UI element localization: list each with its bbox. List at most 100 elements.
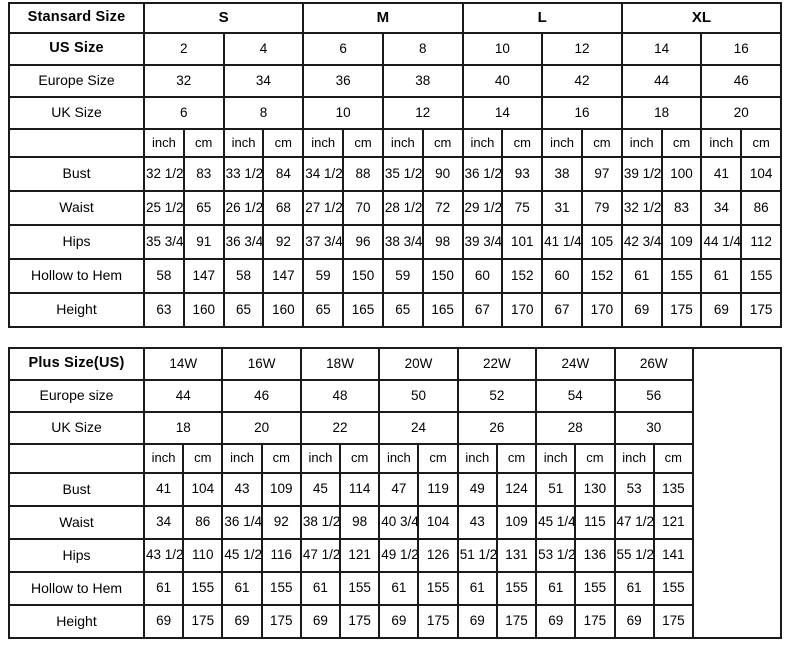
unit-header-cm: cm	[339, 443, 381, 474]
measure-value: 86	[182, 505, 224, 540]
plus-header-row: Plus Size(US) 14W 16W 18W 20W 22W 24W 26W	[8, 347, 782, 639]
unit-header-inch: inch	[142, 443, 185, 474]
table-row: Waist 34 86 36 1/4 92 38 1/2 98 40 3/4 104 43 109 4…	[8, 505, 781, 540]
measure-value: 126	[417, 538, 459, 573]
measure-value: 28 1/2	[381, 190, 424, 226]
size-value: 16	[541, 96, 623, 130]
measure-value: 45 1/2	[221, 538, 263, 573]
size-value: 10	[302, 96, 384, 130]
measure-value: 83	[660, 190, 703, 226]
size-value: 18	[142, 411, 224, 445]
measure-value: 175	[260, 604, 302, 639]
measure-value: 155	[417, 571, 459, 606]
measure-value: 65	[302, 292, 345, 328]
size-group-header-m: M	[302, 2, 464, 34]
measure-value: 40 3/4	[378, 505, 420, 540]
measure-value: 70	[342, 190, 384, 226]
unit-header-inch: inch	[541, 128, 583, 158]
size-group-header-xl: XL	[620, 2, 783, 34]
unit-header-inch: inch	[222, 128, 265, 158]
table-row: Bust 32 1/2 83 33 1/2 84 34 1/2 88 35 1/2 90 36 1…	[8, 156, 783, 192]
row-label-uk-size: UK Size	[8, 411, 145, 445]
measure-value: 90	[421, 156, 464, 192]
size-value: 12	[541, 32, 623, 66]
measure-value: 69	[221, 604, 263, 639]
unit-header-inch: inch	[461, 128, 504, 158]
measure-value: 155	[182, 571, 224, 606]
row-label-hollow-to-hem: Hollow to Hem	[8, 258, 145, 294]
measure-value: 175	[740, 292, 783, 328]
measure-value: 34 1/2	[302, 156, 345, 192]
unit-header-inch: inch	[299, 443, 342, 474]
size-value: 42	[541, 64, 623, 98]
table-row: Europe size 44 46 48 50 52 54 56	[8, 379, 781, 413]
size-value: 38	[381, 64, 464, 98]
measure-value: 155	[574, 571, 616, 606]
measure-value: 61	[221, 571, 263, 606]
measure-value: 155	[660, 258, 703, 294]
measure-value: 43	[221, 472, 263, 507]
unit-header-cm: cm	[182, 443, 224, 474]
measure-value: 105	[580, 224, 623, 260]
standard-unit-row: inch cm inch cm inch cm inch cm inch cm inch cm inch…	[8, 128, 783, 158]
unit-header-cm: cm	[342, 128, 384, 158]
size-value: 6	[143, 96, 225, 130]
measure-value: 43	[456, 505, 498, 540]
measure-value: 119	[417, 472, 459, 507]
measure-value: 175	[660, 292, 703, 328]
plus-unit-row: inch cm inch cm inch cm inch cm inch cm inch cm inch…	[8, 443, 781, 474]
unit-header-cm: cm	[182, 128, 225, 158]
measure-value: 65	[222, 292, 265, 328]
measure-value: 104	[417, 505, 459, 540]
measure-value: 49	[456, 472, 498, 507]
size-value: 20	[700, 96, 783, 130]
plus-size-header: 20W	[378, 347, 459, 381]
unit-header-cm: cm	[652, 443, 694, 474]
measure-value: 98	[421, 224, 464, 260]
measure-value: 63	[143, 292, 185, 328]
size-value: 10	[461, 32, 544, 66]
unit-header-cm: cm	[580, 128, 623, 158]
unit-row-empty-label	[8, 128, 145, 158]
measure-value: 104	[740, 156, 783, 192]
measure-value: 165	[342, 292, 384, 328]
plus-size-header: 26W	[613, 347, 694, 381]
unit-header-inch: inch	[302, 128, 345, 158]
measure-value: 69	[620, 292, 663, 328]
size-value: 8	[222, 96, 305, 130]
table-row: Europe Size 32 34 36 38 40 42 44 46	[8, 64, 783, 98]
size-value: 22	[299, 411, 381, 445]
table-row: UK Size 6 8 10 12 14 16 18 20	[8, 96, 783, 130]
unit-row-empty-label	[8, 443, 145, 474]
measure-value: 170	[501, 292, 544, 328]
measure-value: 59	[302, 258, 345, 294]
unit-header-inch: inch	[221, 443, 263, 474]
table-row: Hips 35 3/4 91 36 3/4 92 37 3/4 96 38 3/4 98 39 3…	[8, 224, 783, 260]
measure-value: 155	[339, 571, 381, 606]
unit-header-cm: cm	[495, 443, 538, 474]
measure-value: 37 3/4	[302, 224, 345, 260]
row-label-hips: Hips	[8, 224, 145, 260]
unit-header-cm: cm	[501, 128, 544, 158]
row-label-europe-size: Europe Size	[8, 64, 145, 98]
measure-value: 114	[339, 472, 381, 507]
standard-header-row: Stansard Size S M L XL	[8, 2, 783, 34]
size-value: 52	[456, 379, 538, 413]
measure-value: 39 3/4	[461, 224, 504, 260]
size-value: 32	[143, 64, 225, 98]
measure-value: 60	[541, 258, 583, 294]
table-row: Bust 41 104 43 109 45 114 47 119 49 124 51 130 53 135	[8, 472, 781, 507]
measure-value: 69	[299, 604, 342, 639]
measure-value: 147	[262, 258, 305, 294]
measure-value: 47 1/2	[299, 538, 342, 573]
measure-value: 41	[142, 472, 185, 507]
row-label-waist: Waist	[8, 190, 145, 226]
measure-value: 93	[501, 156, 544, 192]
size-value: 36	[302, 64, 384, 98]
measure-value: 35 3/4	[143, 224, 185, 260]
unit-header-inch: inch	[378, 443, 420, 474]
unit-header-inch: inch	[381, 128, 424, 158]
measure-value: 147	[182, 258, 225, 294]
measure-value: 55 1/2	[613, 538, 655, 573]
size-value: 14	[620, 32, 703, 66]
